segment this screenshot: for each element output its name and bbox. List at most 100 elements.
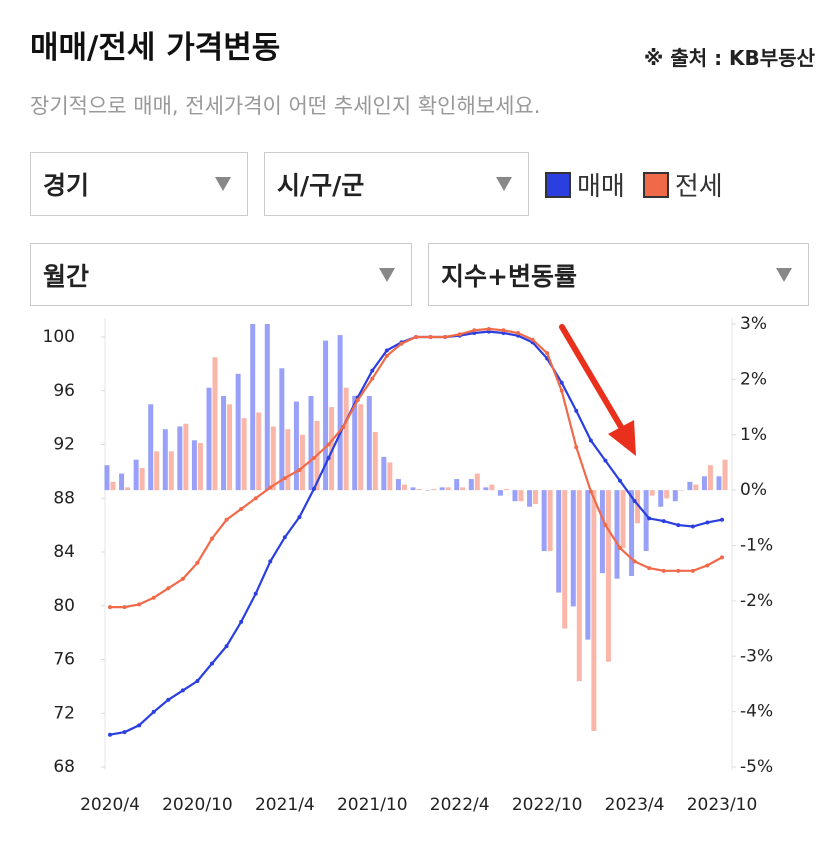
bar [183, 423, 189, 491]
bar [270, 426, 276, 491]
region-dropdown[interactable]: 경기 [30, 152, 248, 216]
dropdown-arrow [496, 177, 512, 191]
point [253, 591, 258, 596]
bar [722, 459, 728, 491]
x-tick-label: 2022/4 [430, 795, 490, 815]
point [180, 688, 185, 693]
bar [323, 340, 329, 491]
bar [497, 490, 503, 496]
point [210, 661, 214, 666]
point [239, 507, 244, 511]
point [253, 496, 258, 501]
bar [533, 490, 539, 504]
point [195, 560, 200, 565]
bar [119, 473, 125, 491]
bar [678, 490, 684, 491]
bar [329, 407, 335, 491]
bar [693, 484, 699, 491]
bar [664, 490, 670, 499]
point [676, 523, 681, 528]
bar [570, 490, 576, 607]
bar [241, 418, 247, 491]
point [472, 328, 477, 333]
point [443, 335, 448, 339]
x-tick-label: 2023/4 [605, 795, 665, 815]
point [486, 326, 491, 331]
bar [285, 429, 291, 491]
bar [395, 479, 401, 491]
point [151, 595, 156, 600]
point [282, 476, 287, 481]
point [370, 368, 375, 373]
bar [599, 490, 605, 574]
bar [337, 335, 343, 491]
mode-dropdown[interactable]: 지수+변동률 [428, 243, 809, 306]
point [559, 380, 564, 385]
period-dropdown[interactable]: 월간 [30, 243, 412, 306]
bar [250, 324, 256, 491]
point [312, 486, 316, 491]
bar [649, 490, 655, 496]
point [166, 586, 171, 591]
point [384, 348, 389, 353]
bar [212, 357, 218, 491]
bar [125, 487, 131, 491]
bar [110, 481, 116, 491]
point [720, 555, 724, 560]
point [137, 602, 142, 607]
point [297, 515, 302, 520]
bar [643, 490, 649, 552]
dropdown-text: 시/구/군 [277, 171, 365, 200]
point [690, 568, 695, 573]
bar [431, 489, 437, 491]
district-dropdown[interactable]: 시/구/군 [264, 152, 529, 216]
point [618, 545, 622, 550]
point [268, 485, 273, 490]
bar [468, 479, 474, 491]
point [355, 398, 360, 403]
bar [227, 404, 233, 491]
x-tick-label: 2022/10 [512, 795, 583, 815]
point [516, 330, 520, 335]
point [603, 458, 608, 463]
point [108, 732, 112, 737]
legend-swatch [545, 171, 571, 198]
bar [410, 487, 416, 491]
point [588, 438, 593, 443]
bar [401, 484, 407, 491]
bar [620, 490, 626, 549]
bar [168, 451, 174, 491]
legend-swatch [642, 171, 669, 198]
bar [512, 490, 518, 502]
y-tick-label: 92 [53, 435, 75, 455]
dropdown-text: 경기 [43, 171, 90, 200]
bar [387, 462, 393, 491]
marks [104, 324, 728, 737]
point [224, 517, 229, 522]
bar [343, 387, 349, 491]
dropdown-arrow [215, 177, 231, 191]
bar [221, 395, 227, 491]
bar [416, 489, 422, 491]
bar [489, 484, 495, 491]
bar [235, 373, 241, 491]
point [676, 568, 681, 573]
point [341, 425, 346, 430]
bar [547, 490, 553, 552]
bar [197, 443, 203, 491]
bar [658, 490, 664, 507]
bar [614, 490, 620, 579]
bar [191, 440, 197, 491]
point [647, 516, 652, 521]
legend-item: 매매 [545, 166, 625, 203]
x-tick-label: 2020/10 [162, 795, 233, 815]
point [705, 563, 710, 568]
point [224, 644, 229, 649]
point [574, 445, 579, 450]
bar [299, 434, 305, 491]
point [501, 328, 506, 333]
point [195, 679, 200, 683]
bar [562, 490, 568, 629]
x-tick-label: 2021/4 [255, 795, 315, 815]
bar [372, 431, 378, 491]
